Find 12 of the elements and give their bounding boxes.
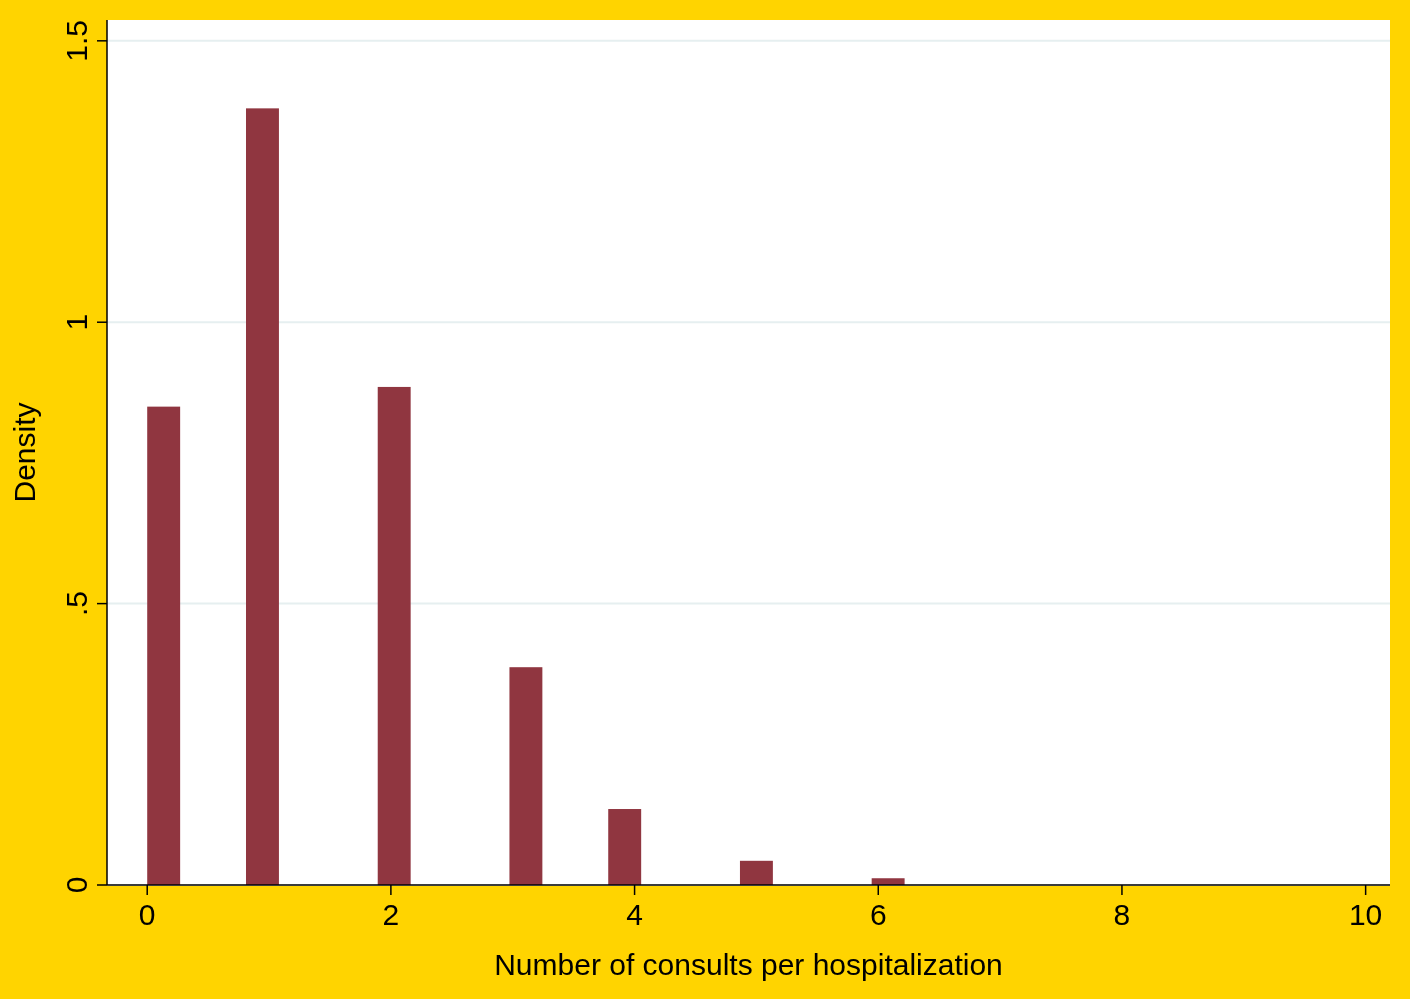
x-tick-label: 6 [869, 898, 887, 931]
y-tick-label: .5 [60, 591, 93, 617]
x-tick-label: 4 [626, 898, 643, 931]
x-tick-label: 8 [1113, 898, 1131, 931]
x-tick-label: 10 [1348, 898, 1383, 931]
y-axis-title: Density [8, 402, 41, 503]
x-tick-label: 2 [382, 898, 400, 931]
x-tick-label: 0 [138, 898, 156, 931]
y-tick-label: 1 [60, 313, 93, 331]
x-axis-title: Number of consults per hospitalization [494, 948, 1003, 981]
y-tick-label: 0 [60, 876, 93, 894]
y-tick-label: 1.5 [60, 19, 93, 62]
